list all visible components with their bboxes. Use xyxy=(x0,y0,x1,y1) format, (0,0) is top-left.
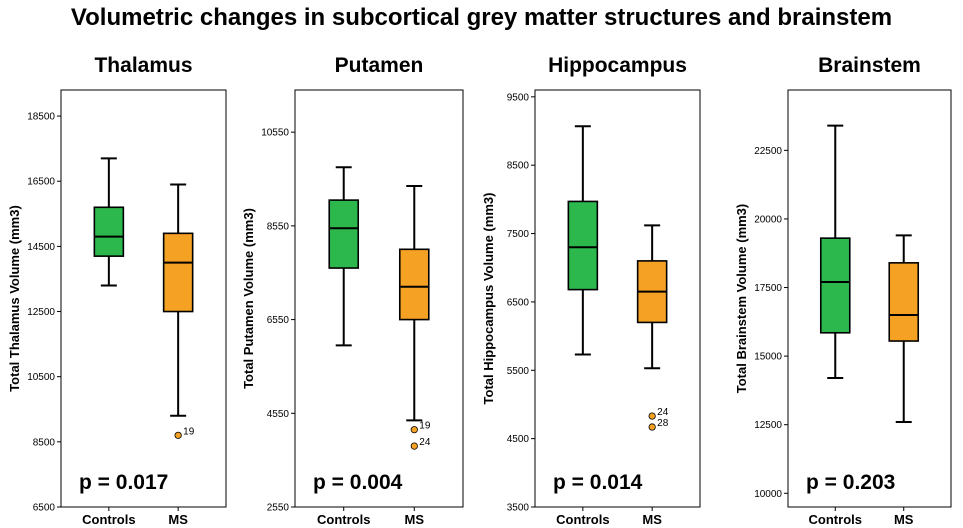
y-tick-label: 4550 xyxy=(267,409,290,420)
y-tick-label: 7500 xyxy=(507,229,530,240)
iqr-box xyxy=(328,199,360,269)
p-value: p = 0.203 xyxy=(806,471,895,494)
y-tick-label: 8500 xyxy=(33,437,56,448)
box-ms xyxy=(162,183,194,417)
y-tick-label: 17500 xyxy=(754,283,782,294)
panel-hippocampus: Hippocampus 3500 4500 5500 6500 7500 8500 9500 T… xyxy=(481,54,701,527)
y-tick-label: 6500 xyxy=(33,503,56,514)
panel-putamen: Putamen 2550 4550 6550 8550 10550 Total Putame… xyxy=(241,54,464,527)
outlier-label: 24 xyxy=(657,407,669,418)
plot-frame xyxy=(294,89,464,508)
box-controls xyxy=(567,125,599,356)
y-tick-label: 12500 xyxy=(754,420,782,431)
outlier-point xyxy=(410,442,418,450)
panel-title: Thalamus xyxy=(94,54,192,77)
outlier-point xyxy=(648,423,656,431)
outlier-point xyxy=(648,412,656,420)
iqr-box xyxy=(888,262,920,342)
y-tick-label: 8500 xyxy=(507,161,530,172)
outlier-point xyxy=(410,426,418,434)
iqr-box xyxy=(567,200,599,291)
outlier-label: 19 xyxy=(183,426,195,437)
y-axis-label: Total Putamen Volume (mm3) xyxy=(241,208,256,389)
p-value: p = 0.014 xyxy=(553,471,643,494)
y-tick-label: 8550 xyxy=(267,221,290,232)
y-tick-label: 10500 xyxy=(27,372,55,383)
x-tick-label: MS xyxy=(405,512,425,527)
y-tick-label: 20000 xyxy=(754,214,782,225)
iqr-box xyxy=(398,248,430,321)
panel-title: Hippocampus xyxy=(548,54,687,77)
figure-title: Volumetric changes in subcortical grey m… xyxy=(70,4,893,31)
panel-title: Putamen xyxy=(335,54,424,77)
box-ms xyxy=(888,234,920,423)
y-tick-label: 10550 xyxy=(261,128,289,139)
iqr-box xyxy=(819,237,851,334)
box-controls xyxy=(819,124,851,380)
panel-thalamus: Thalamus 6500 8500 10500 12500 14500 16500 1850… xyxy=(7,54,227,527)
outlier-point xyxy=(174,431,182,439)
outlier-label: 28 xyxy=(657,418,669,429)
y-tick-label: 16500 xyxy=(27,177,55,188)
y-tick-label: 2550 xyxy=(267,503,290,514)
y-tick-label: 4500 xyxy=(507,434,530,445)
panel-title: Brainstem xyxy=(818,54,921,77)
y-axis-label: Total Hippocampus Volume (mm3) xyxy=(481,193,496,405)
plot-frame xyxy=(60,89,227,508)
y-tick-label: 18500 xyxy=(27,112,55,123)
y-tick-label: 12500 xyxy=(27,307,55,318)
x-tick-label: Controls xyxy=(809,512,862,527)
y-tick-label: 10000 xyxy=(754,489,782,500)
outlier-label: 24 xyxy=(419,437,431,448)
iqr-box xyxy=(93,206,125,257)
y-tick-label: 3500 xyxy=(507,503,530,514)
box-ms xyxy=(636,224,668,370)
x-tick-label: Controls xyxy=(556,512,609,527)
panel-brainstem: Brainstem 10000 12500 15000 17500 20000 22500 T… xyxy=(734,54,952,527)
x-tick-label: Controls xyxy=(82,512,135,527)
p-value: p = 0.017 xyxy=(79,471,168,494)
y-tick-label: 22500 xyxy=(754,146,782,157)
x-tick-label: MS xyxy=(168,512,188,527)
plot-frame xyxy=(787,89,952,508)
iqr-box xyxy=(162,232,194,313)
box-controls xyxy=(328,166,360,347)
y-axis-label: Total Brainstem Volume (mm3) xyxy=(734,204,749,394)
p-value: p = 0.004 xyxy=(313,471,403,494)
x-tick-label: MS xyxy=(894,512,914,527)
x-tick-label: Controls xyxy=(317,512,370,527)
y-tick-label: 6500 xyxy=(507,297,530,308)
outlier-label: 19 xyxy=(419,421,431,432)
box-ms xyxy=(398,185,430,422)
y-tick-label: 6550 xyxy=(267,315,290,326)
y-tick-label: 9500 xyxy=(507,92,530,103)
y-tick-label: 14500 xyxy=(27,242,55,253)
y-axis-label: Total Thalamus Volume (mm3) xyxy=(7,205,22,392)
box-controls xyxy=(93,157,125,287)
x-tick-label: MS xyxy=(642,512,662,527)
plot-frame xyxy=(534,89,701,508)
y-tick-label: 15000 xyxy=(754,352,782,363)
y-tick-label: 5500 xyxy=(507,366,530,377)
